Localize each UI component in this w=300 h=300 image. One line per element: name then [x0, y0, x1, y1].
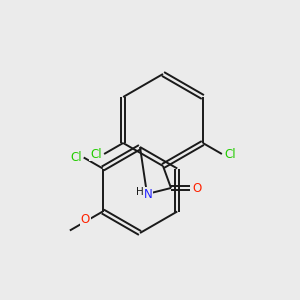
Text: O: O	[81, 213, 90, 226]
Text: Cl: Cl	[70, 151, 82, 164]
Text: Cl: Cl	[224, 148, 236, 160]
Text: N: N	[144, 188, 152, 200]
Text: H: H	[136, 187, 144, 197]
Text: Cl: Cl	[90, 148, 102, 160]
Text: O: O	[192, 182, 202, 194]
